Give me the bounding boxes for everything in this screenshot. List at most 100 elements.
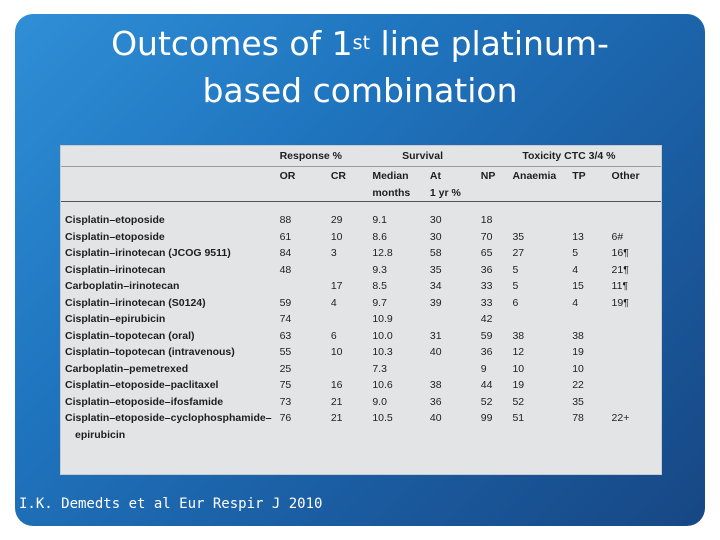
tp-cell: 4 xyxy=(572,296,579,309)
table-row: Cisplatin–etoposide 88 29 9.1 30 18 xyxy=(61,212,661,229)
outcomes-table: Response % Survival Toxicity CTC 3/4 % O… xyxy=(61,146,661,443)
np-cell: 52 xyxy=(480,395,493,408)
cr-cell: 29 xyxy=(330,214,343,227)
tp-cell: 22 xyxy=(572,379,584,392)
tp-cell: 10 xyxy=(572,362,584,375)
table-row: Cisplatin–topotecan (intravenous) 55 10 10.… xyxy=(61,344,661,361)
or-cell: 88 xyxy=(279,214,292,227)
at1yr-cell: 40 xyxy=(429,346,442,359)
median-cell: 10.6 xyxy=(372,379,393,392)
slide-title: Outcomes of 1st line platinum- based com… xyxy=(55,20,665,114)
regimen-cell: Cisplatin–irinotecan xyxy=(65,263,166,276)
col-at-sub: 1 yr % xyxy=(425,184,477,202)
other-cell: 22+ xyxy=(611,412,630,425)
np-cell: 99 xyxy=(480,412,493,425)
table-row: Cisplatin–etoposide 61 10 8.6 30 70 35 13 6# xyxy=(61,229,661,246)
col-median: Median xyxy=(372,169,409,182)
cr-cell: 10 xyxy=(330,346,343,359)
cr-cell xyxy=(327,361,369,378)
or-cell: 59 xyxy=(279,296,292,309)
tp-cell xyxy=(568,212,607,229)
other-cell: 21¶ xyxy=(611,263,629,276)
np-cell: 36 xyxy=(480,346,493,359)
anaemia-cell xyxy=(508,311,568,328)
col-at: At xyxy=(429,169,441,182)
cr-cell: 17 xyxy=(330,280,343,293)
regimen-cell: Carboplatin–irinotecan xyxy=(65,280,180,293)
cr-cell: 16 xyxy=(330,379,343,392)
median-cell: 8.6 xyxy=(372,230,387,243)
or-cell: 84 xyxy=(279,247,292,260)
anaemia-cell xyxy=(508,212,568,229)
tp-cell: 15 xyxy=(572,280,584,293)
table-row-continuation: epirubicin xyxy=(61,427,661,444)
regimen-cell: Cisplatin–etoposide xyxy=(65,230,165,243)
median-cell: 10.5 xyxy=(372,412,393,425)
median-cell: 10.0 xyxy=(372,329,393,342)
or-cell: 73 xyxy=(279,395,292,408)
regimen-cell: Cisplatin–topotecan (oral) xyxy=(65,329,195,342)
anaemia-cell: 6 xyxy=(512,296,519,309)
col-or: OR xyxy=(279,169,296,182)
table-row: Cisplatin–etoposide–paclitaxel 75 16 10.6 38… xyxy=(61,377,661,394)
title-text: Outcomes of 1 xyxy=(111,24,353,63)
table-row: Carboplatin–irinotecan 17 8.5 34 33 5 15 11¶ xyxy=(61,278,661,295)
at1yr-cell: 34 xyxy=(429,280,442,293)
table-row: Cisplatin–etoposide–cyclophosphamide– 76 2… xyxy=(61,410,661,427)
cr-cell: 21 xyxy=(330,412,343,425)
anaemia-cell: 19 xyxy=(512,379,525,392)
or-cell: 61 xyxy=(279,230,292,243)
at1yr-cell: 58 xyxy=(429,247,442,260)
col-cr: CR xyxy=(330,169,346,182)
tp-cell: 4 xyxy=(572,263,579,276)
np-cell: 36 xyxy=(480,263,493,276)
tp-cell: 38 xyxy=(572,329,584,342)
cr-cell xyxy=(327,262,369,279)
toxicity-group-header: Toxicity CTC 3/4 % xyxy=(476,146,661,167)
other-cell: 19¶ xyxy=(611,296,629,309)
or-cell: 25 xyxy=(279,362,292,375)
tp-cell: 19 xyxy=(572,346,584,359)
or-cell: 63 xyxy=(279,329,292,342)
col-np: NP xyxy=(480,169,496,182)
at1yr-cell: 39 xyxy=(429,296,442,309)
anaemia-cell: 10 xyxy=(512,362,525,375)
regimen-continuation: epirubicin xyxy=(75,428,126,441)
other-cell xyxy=(608,361,661,378)
regimen-cell: Cisplatin–epirubicin xyxy=(65,313,166,326)
at1yr-cell: 36 xyxy=(429,395,442,408)
column-header-row: OR CR Median At NP Anaemia TP Other xyxy=(61,167,661,185)
np-cell: 65 xyxy=(480,247,493,260)
tp-cell: 78 xyxy=(572,412,584,425)
cr-cell: 4 xyxy=(330,296,337,309)
col-other: Other xyxy=(611,169,640,182)
median-cell: 9.0 xyxy=(372,395,387,408)
median-cell: 9.7 xyxy=(372,296,387,309)
tp-cell xyxy=(568,311,607,328)
median-cell: 7.3 xyxy=(372,362,387,375)
at1yr-cell xyxy=(426,361,477,378)
np-cell: 70 xyxy=(480,230,493,243)
or-cell: 74 xyxy=(279,313,292,326)
regimen-cell: Cisplatin–topotecan (intravenous) xyxy=(65,346,235,359)
other-cell xyxy=(608,344,661,361)
slide: Outcomes of 1st line platinum- based com… xyxy=(15,14,705,526)
anaemia-cell: 12 xyxy=(512,346,525,359)
np-cell: 18 xyxy=(480,214,493,227)
table-row: Cisplatin–topotecan (oral) 63 6 10.0 31 59 38 3… xyxy=(61,328,661,345)
median-cell: 8.5 xyxy=(372,280,387,293)
median-cell: 10.3 xyxy=(372,346,393,359)
title-superscript: st xyxy=(352,32,371,54)
regimen-cell: Cisplatin–irinotecan (S0124) xyxy=(65,296,206,309)
median-cell: 10.9 xyxy=(372,313,393,326)
other-cell xyxy=(608,212,661,229)
table-row: Cisplatin–epirubicin 74 10.9 42 xyxy=(61,311,661,328)
at1yr-cell: 40 xyxy=(429,412,442,425)
at1yr-cell: 30 xyxy=(429,230,442,243)
regimen-cell: Cisplatin–irinotecan (JCOG 9511) xyxy=(65,247,231,260)
title-line-2: based combination xyxy=(202,71,518,110)
or-cell: 55 xyxy=(279,346,292,359)
at1yr-cell: 30 xyxy=(429,214,442,227)
col-anaemia: Anaemia xyxy=(512,169,557,182)
regimen-cell: Cisplatin–etoposide–paclitaxel xyxy=(65,379,219,392)
